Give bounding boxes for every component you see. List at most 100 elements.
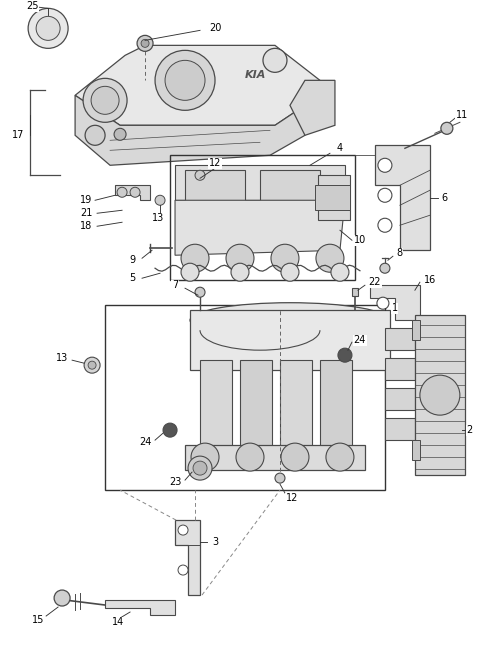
Circle shape	[281, 263, 299, 281]
Circle shape	[165, 60, 205, 100]
Bar	[185, 171, 245, 215]
Text: 9: 9	[129, 255, 135, 265]
Circle shape	[181, 244, 209, 272]
Polygon shape	[175, 520, 200, 595]
Circle shape	[85, 125, 105, 145]
Circle shape	[281, 443, 309, 471]
Ellipse shape	[220, 56, 290, 94]
Bar	[105, 305, 385, 490]
Polygon shape	[370, 285, 420, 320]
Circle shape	[420, 375, 460, 415]
Circle shape	[377, 297, 389, 309]
Bar	[412, 440, 420, 460]
Circle shape	[83, 78, 127, 122]
Text: 12: 12	[286, 493, 298, 503]
Text: 1: 1	[392, 303, 398, 313]
Text: 8: 8	[397, 248, 403, 258]
Circle shape	[91, 87, 119, 114]
Text: 5: 5	[129, 273, 135, 283]
Circle shape	[226, 244, 254, 272]
Polygon shape	[75, 95, 305, 165]
Circle shape	[178, 525, 188, 535]
Polygon shape	[280, 360, 312, 450]
Ellipse shape	[190, 302, 390, 338]
Circle shape	[338, 348, 352, 362]
Polygon shape	[190, 310, 390, 370]
Circle shape	[188, 456, 212, 480]
Circle shape	[114, 129, 126, 140]
Circle shape	[155, 51, 215, 110]
Text: 14: 14	[112, 617, 124, 627]
Text: 18: 18	[80, 221, 92, 232]
Polygon shape	[415, 315, 465, 475]
Circle shape	[441, 122, 453, 134]
Text: 17: 17	[12, 131, 24, 140]
Bar	[260, 171, 320, 215]
Polygon shape	[175, 200, 345, 255]
Circle shape	[195, 287, 205, 297]
Circle shape	[378, 158, 392, 173]
Circle shape	[191, 443, 219, 471]
Text: 15: 15	[32, 615, 44, 625]
Bar	[170, 155, 355, 280]
Text: 7: 7	[172, 280, 178, 290]
Circle shape	[231, 263, 249, 281]
Text: KIA: KIA	[244, 70, 265, 80]
Circle shape	[263, 49, 287, 72]
Text: 2: 2	[467, 425, 473, 435]
Bar	[385, 418, 415, 440]
Circle shape	[331, 263, 349, 281]
Polygon shape	[290, 80, 335, 135]
Circle shape	[28, 9, 68, 49]
Text: 3: 3	[212, 537, 218, 547]
Text: 20: 20	[209, 24, 221, 33]
Text: 6: 6	[442, 194, 448, 203]
Circle shape	[178, 565, 188, 575]
Circle shape	[275, 473, 285, 483]
Polygon shape	[240, 360, 272, 450]
Polygon shape	[200, 360, 232, 450]
Circle shape	[155, 195, 165, 205]
Text: 22: 22	[369, 277, 381, 287]
Circle shape	[88, 361, 96, 369]
Text: 13: 13	[56, 353, 68, 363]
Circle shape	[236, 443, 264, 471]
Circle shape	[181, 263, 199, 281]
Circle shape	[326, 443, 354, 471]
Circle shape	[137, 35, 153, 51]
Text: 4: 4	[337, 143, 343, 154]
Circle shape	[316, 244, 344, 272]
Polygon shape	[375, 145, 430, 250]
Circle shape	[195, 171, 205, 180]
Circle shape	[378, 218, 392, 232]
Circle shape	[193, 461, 207, 475]
Text: 21: 21	[80, 208, 92, 218]
Text: 12: 12	[209, 158, 221, 169]
Polygon shape	[105, 600, 175, 615]
Text: 16: 16	[424, 276, 436, 285]
Circle shape	[36, 16, 60, 41]
Bar	[385, 388, 415, 410]
Polygon shape	[75, 45, 320, 125]
Polygon shape	[175, 165, 345, 200]
Bar	[385, 358, 415, 380]
Circle shape	[84, 357, 100, 373]
Text: 19: 19	[80, 195, 92, 205]
Circle shape	[54, 590, 70, 606]
Polygon shape	[185, 445, 365, 470]
Bar	[412, 320, 420, 340]
Bar	[315, 185, 350, 211]
Circle shape	[163, 423, 177, 437]
Text: 24: 24	[354, 335, 366, 345]
Bar	[352, 288, 358, 297]
Circle shape	[380, 263, 390, 273]
Text: 10: 10	[354, 236, 366, 245]
Bar	[385, 328, 415, 350]
Polygon shape	[115, 185, 150, 200]
Circle shape	[378, 188, 392, 202]
Circle shape	[271, 244, 299, 272]
Polygon shape	[318, 175, 350, 220]
Text: 25: 25	[26, 1, 38, 11]
Text: 11: 11	[456, 110, 468, 120]
Circle shape	[117, 187, 127, 197]
